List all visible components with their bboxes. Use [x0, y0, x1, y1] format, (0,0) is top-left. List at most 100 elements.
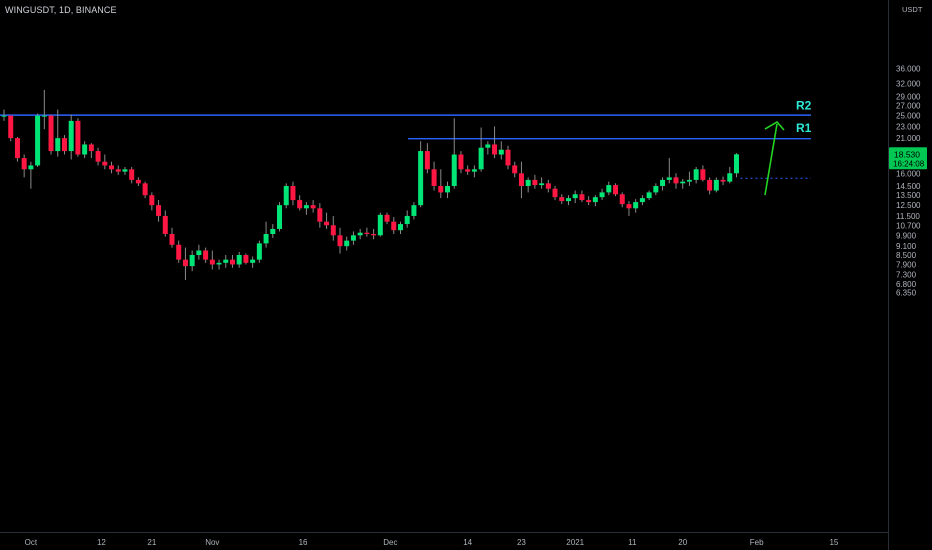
- candle-body[interactable]: [223, 259, 229, 263]
- candle-body[interactable]: [129, 169, 135, 180]
- candle-body[interactable]: [41, 115, 47, 117]
- candle-body[interactable]: [250, 259, 256, 263]
- candle-body[interactable]: [391, 221, 397, 231]
- candle-body[interactable]: [75, 120, 81, 155]
- candle-body[interactable]: [169, 234, 175, 245]
- candle-body[interactable]: [653, 185, 659, 193]
- candle-body[interactable]: [606, 185, 612, 193]
- candle-body[interactable]: [162, 215, 168, 234]
- candle-body[interactable]: [492, 144, 498, 155]
- candle-body[interactable]: [337, 235, 343, 247]
- candle-body[interactable]: [707, 179, 713, 191]
- candle-body[interactable]: [303, 205, 309, 209]
- candle-body[interactable]: [619, 194, 625, 205]
- candle-body[interactable]: [666, 177, 672, 180]
- candle-body[interactable]: [424, 151, 430, 170]
- candle-body[interactable]: [14, 138, 20, 159]
- candle-body[interactable]: [565, 198, 571, 202]
- candle-body[interactable]: [539, 183, 545, 186]
- candle-body[interactable]: [727, 173, 733, 182]
- candle-body[interactable]: [364, 232, 370, 234]
- candle-body[interactable]: [28, 165, 34, 170]
- candle-body[interactable]: [182, 259, 188, 267]
- candle-body[interactable]: [122, 169, 128, 172]
- candle-body[interactable]: [733, 154, 739, 174]
- candle-body[interactable]: [88, 144, 94, 152]
- candle-body[interactable]: [8, 115, 14, 139]
- candle-body[interactable]: [176, 244, 182, 260]
- candle-body[interactable]: [613, 185, 619, 195]
- candle-body[interactable]: [297, 200, 303, 209]
- candle-body[interactable]: [626, 204, 632, 209]
- candle-body[interactable]: [196, 250, 202, 255]
- candle-body[interactable]: [552, 188, 558, 198]
- candle-body[interactable]: [579, 194, 585, 201]
- candle-body[interactable]: [586, 200, 592, 203]
- candle-body[interactable]: [411, 205, 417, 216]
- candle-body[interactable]: [418, 151, 424, 206]
- candle-body[interactable]: [48, 115, 54, 152]
- candle-body[interactable]: [545, 183, 551, 189]
- candle-body[interactable]: [82, 144, 88, 155]
- candle-body[interactable]: [102, 161, 108, 166]
- candle-body[interactable]: [330, 225, 336, 236]
- candle-body[interactable]: [35, 115, 41, 166]
- candle-body[interactable]: [1, 115, 7, 117]
- candle-body[interactable]: [485, 144, 491, 148]
- candle-body[interactable]: [451, 154, 457, 186]
- candle-body[interactable]: [109, 165, 115, 170]
- candle-body[interactable]: [713, 179, 719, 191]
- candle-body[interactable]: [532, 179, 538, 186]
- candle-body[interactable]: [660, 179, 666, 186]
- candle-body[interactable]: [686, 179, 692, 182]
- candle-body[interactable]: [350, 235, 356, 241]
- candle-body[interactable]: [68, 120, 74, 152]
- candle-body[interactable]: [377, 214, 383, 236]
- candle-body[interactable]: [142, 183, 148, 196]
- candle-body[interactable]: [525, 179, 531, 186]
- candle-body[interactable]: [512, 165, 518, 174]
- candle-body[interactable]: [384, 214, 390, 222]
- candle-body[interactable]: [505, 149, 511, 166]
- candle-body[interactable]: [135, 179, 141, 184]
- candle-body[interactable]: [438, 185, 444, 193]
- candle-body[interactable]: [216, 262, 222, 265]
- candle-body[interactable]: [61, 138, 67, 152]
- candle-body[interactable]: [572, 194, 578, 199]
- candle-body[interactable]: [518, 173, 524, 186]
- candle-body[interactable]: [236, 254, 242, 265]
- candle-body[interactable]: [324, 221, 330, 226]
- candle-body[interactable]: [229, 259, 235, 265]
- candle-body[interactable]: [21, 158, 27, 170]
- candle-body[interactable]: [310, 205, 316, 209]
- candle-body[interactable]: [243, 254, 249, 263]
- candle-body[interactable]: [357, 232, 363, 236]
- candle-body[interactable]: [471, 169, 477, 172]
- candle-body[interactable]: [156, 205, 162, 216]
- candle-body[interactable]: [646, 192, 652, 199]
- candle-body[interactable]: [149, 195, 155, 206]
- candle-body[interactable]: [498, 149, 504, 155]
- candle-body[interactable]: [693, 169, 699, 180]
- candle-body[interactable]: [290, 185, 296, 201]
- candle-body[interactable]: [458, 154, 464, 170]
- candle-body[interactable]: [639, 198, 645, 203]
- candle-body[interactable]: [209, 259, 215, 265]
- candle-body[interactable]: [592, 197, 598, 203]
- candle-body[interactable]: [397, 224, 403, 231]
- candle-body[interactable]: [700, 169, 706, 180]
- candle-body[interactable]: [445, 185, 451, 193]
- candle-body[interactable]: [270, 228, 276, 234]
- candle-body[interactable]: [673, 177, 679, 184]
- candle-body[interactable]: [203, 250, 209, 260]
- candle-body[interactable]: [317, 208, 323, 222]
- candle-body[interactable]: [465, 169, 471, 172]
- candle-body[interactable]: [371, 234, 377, 236]
- candle-body[interactable]: [344, 240, 350, 247]
- candle-body[interactable]: [478, 147, 484, 170]
- candle-body[interactable]: [404, 215, 410, 225]
- candle-body[interactable]: [559, 197, 565, 202]
- candle-body[interactable]: [283, 185, 289, 206]
- candle-body[interactable]: [720, 179, 726, 182]
